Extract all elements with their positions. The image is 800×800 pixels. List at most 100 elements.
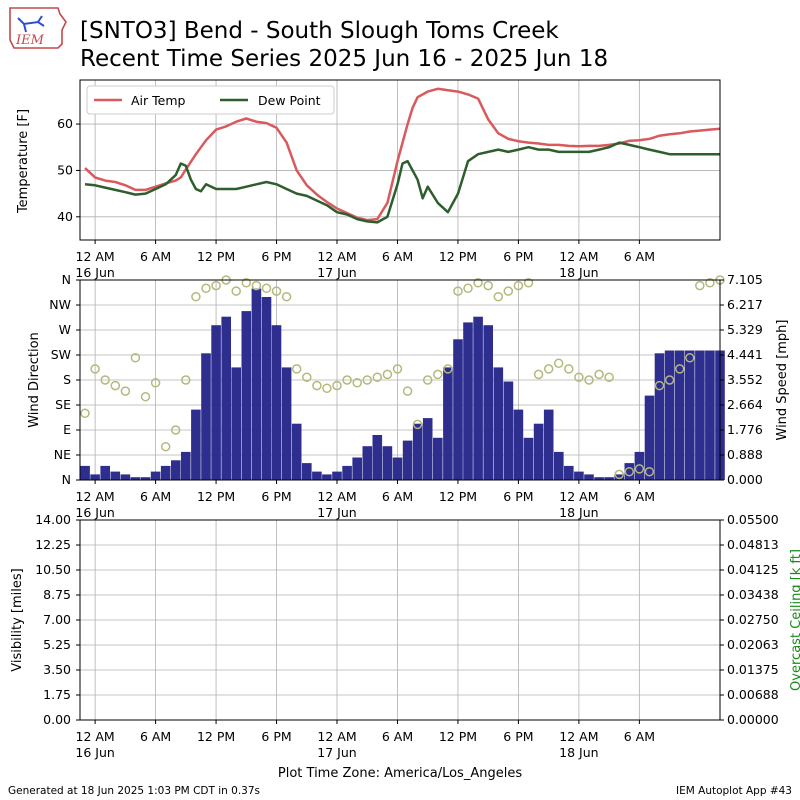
wind-speed-bar [554, 451, 564, 480]
footer-app: IEM Autoplot App #43 [676, 785, 792, 797]
wind-speed-bar [695, 350, 705, 480]
wind-direction-point [150, 378, 161, 388]
x-tick-label: 6 AM [382, 249, 413, 264]
wind-speed-bar [624, 463, 635, 480]
wind-direction-tick-label: E [63, 422, 71, 437]
wind-direction-point [695, 280, 705, 291]
wind-speed-bar [594, 477, 604, 480]
wind-direction-point [443, 364, 453, 374]
visibility-tick-label: 1.75 [43, 687, 71, 702]
x-tick-label: 6 PM [503, 489, 533, 504]
wind-direction-point [160, 441, 171, 452]
wind-speed-tick-label: 7.105 [727, 272, 763, 287]
x-tick-date-label: 17 Jun [317, 505, 356, 520]
wind-speed-bar [271, 325, 282, 480]
wind-speed-bar [221, 316, 231, 480]
wind-speed-bar [140, 477, 151, 480]
wind-speed-bar [604, 477, 614, 480]
y-tick-label: 40 [57, 209, 73, 224]
time-axis-title: Plot Time Zone: America/Los_Angeles [278, 766, 522, 781]
x-tick-label: 6 AM [624, 729, 655, 744]
wind-speed-bar [433, 437, 443, 480]
wind-direction-point [362, 375, 372, 385]
wind-speed-bar [80, 465, 90, 480]
wind-speed-bar [181, 451, 191, 480]
wind-direction-point [685, 353, 695, 363]
wind-direction-point [312, 380, 322, 391]
wind-speed-bar [634, 451, 645, 480]
wind-speed-bar [614, 474, 624, 480]
wind-speed-bar [705, 350, 715, 480]
ceiling-tick-label: 0.00000 [727, 712, 779, 727]
ceiling-tick-label: 0.02750 [727, 612, 779, 627]
ceiling-tick-label: 0.03438 [727, 587, 779, 602]
x-tick-date-label: 18 Jun [559, 745, 598, 760]
wind-speed-bar [463, 322, 473, 480]
wind-direction-point [271, 286, 282, 296]
wind-speed-bar [352, 457, 362, 480]
x-tick-date-label: 18 Jun [559, 505, 598, 520]
wind-direction-point [261, 283, 272, 294]
wind-speed-bar [382, 446, 393, 480]
wind-speed-bar [211, 325, 221, 480]
ceiling-tick-label: 0.01375 [727, 662, 779, 677]
wind-speed-bar [120, 474, 131, 480]
legend-label-dew-point: Dew Point [258, 93, 321, 108]
x-tick-date-label: 17 Jun [317, 265, 356, 280]
wind-direction-point [483, 280, 493, 291]
wind-speed-bar [251, 288, 262, 480]
x-tick-label: 6 AM [624, 249, 655, 264]
wind-direction-point [402, 386, 413, 396]
wind-direction-point [170, 425, 181, 435]
wind-direction-point [674, 364, 685, 374]
wind-direction-point [564, 364, 574, 374]
x-tick-date-label: 16 Jun [75, 745, 114, 760]
ceiling-tick-label: 0.02063 [727, 637, 779, 652]
wind-speed-bar [332, 471, 342, 480]
wind-speed-bar [392, 457, 403, 480]
x-tick-label: 12 AM [76, 489, 115, 504]
wind-speed-tick-label: 1.776 [727, 422, 763, 437]
x-tick-label: 6 AM [140, 249, 171, 264]
wind-direction-point [342, 375, 352, 385]
wind-speed-bar [100, 465, 110, 480]
wind-speed-bar [443, 367, 453, 480]
wind-speed-bar [493, 367, 504, 480]
wind-direction-point [191, 291, 201, 302]
weather-map-symbol-icon [17, 15, 45, 33]
x-tick-label: 12 PM [439, 249, 477, 264]
temperature-axis-title: Temperature [F] [16, 109, 31, 214]
wind-speed-bar [523, 437, 534, 480]
wind-direction-point [553, 358, 564, 369]
wind-direction-point [543, 364, 554, 374]
wind-direction-point [604, 372, 614, 382]
wind-direction-point [463, 283, 473, 294]
wind-speed-bar [322, 474, 332, 480]
visibility-axis-title: Visibility [miles] [10, 568, 25, 671]
wind-direction-point [584, 375, 594, 385]
x-tick-label: 6 AM [382, 489, 413, 504]
x-tick-date-label: 16 Jun [75, 505, 114, 520]
wind-speed-bar [191, 409, 201, 480]
x-tick-label: 12 AM [317, 489, 356, 504]
wind-direction-point [453, 286, 463, 296]
wind-speed-bar [201, 353, 211, 480]
wind-speed-bar [281, 367, 292, 480]
wind-direction-point [140, 391, 151, 402]
visibility-tick-label: 0.00 [43, 712, 71, 727]
wind-direction-point [473, 278, 483, 288]
wind-speed-bar [160, 465, 171, 480]
x-tick-label: 6 AM [624, 489, 655, 504]
wind-direction-point [100, 375, 110, 385]
wind-speed-bar [453, 339, 463, 480]
wind-speed-bar [110, 471, 121, 480]
wind-direction-point [110, 380, 121, 391]
wind-direction-tick-label: NE [54, 447, 71, 462]
chart-title-line-1: [SNTO3] Bend - South Slough Toms Creek [80, 18, 559, 44]
x-tick-label: 6 PM [261, 489, 291, 504]
legend-label-air-temp: Air Temp [131, 93, 186, 108]
wind-speed-bar [90, 474, 100, 480]
wind-direction-point [302, 372, 312, 382]
wind-speed-bar [664, 350, 675, 480]
